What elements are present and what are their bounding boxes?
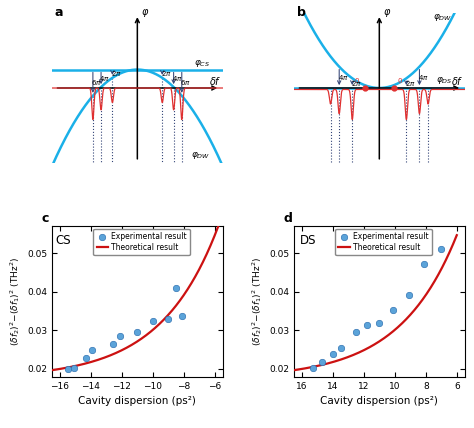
Text: $\varphi_{DW}$: $\varphi_{DW}$	[433, 12, 452, 23]
Text: 0: 0	[398, 78, 402, 84]
Y-axis label: $(\delta f_2)^2\!-\!(\delta f_1)^2\ \mathrm{(THz^2)}$: $(\delta f_2)^2\!-\!(\delta f_1)^2\ \mat…	[250, 257, 264, 346]
Theoretical result	[434, 274, 440, 279]
Theoretical result	[49, 368, 55, 373]
Experimental result	[329, 350, 337, 357]
Text: $\varphi$: $\varphi$	[141, 7, 149, 19]
Experimental result	[438, 246, 445, 253]
Text: $\delta f$: $\delta f$	[451, 74, 464, 86]
Text: b: b	[297, 6, 305, 19]
Line: Theoretical result: Theoretical result	[52, 214, 223, 370]
Text: $2\pi$: $2\pi$	[405, 79, 416, 88]
Theoretical result	[117, 349, 122, 354]
Text: d: d	[284, 212, 293, 225]
Legend: Experimental result, Theoretical result: Experimental result, Theoretical result	[93, 229, 190, 255]
Experimental result	[179, 312, 186, 319]
Experimental result	[390, 307, 397, 314]
Text: CS: CS	[55, 234, 71, 247]
Experimental result	[352, 329, 360, 336]
Experimental result	[164, 315, 172, 322]
Experimental result	[309, 365, 317, 372]
Text: $6\pi$: $6\pi$	[91, 78, 102, 87]
Experimental result	[70, 365, 78, 372]
Experimental result	[363, 321, 371, 328]
Text: $2\pi$: $2\pi$	[351, 79, 362, 88]
Legend: Experimental result, Theoretical result: Experimental result, Theoretical result	[336, 229, 432, 255]
Text: $2\pi$: $2\pi$	[161, 69, 171, 78]
Theoretical result	[352, 352, 357, 357]
Experimental result	[134, 329, 141, 336]
Experimental result	[405, 291, 412, 298]
Experimental result	[82, 355, 90, 362]
Line: Theoretical result: Theoretical result	[294, 235, 457, 370]
X-axis label: Cavity dispersion (ps²): Cavity dispersion (ps²)	[78, 396, 196, 406]
Text: $\varphi$: $\varphi$	[383, 7, 391, 19]
X-axis label: Cavity dispersion (ps²): Cavity dispersion (ps²)	[320, 396, 438, 406]
Text: $2\pi$: $2\pi$	[110, 69, 121, 78]
Experimental result	[337, 344, 345, 351]
Text: 0: 0	[355, 78, 359, 84]
Theoretical result	[220, 212, 226, 217]
Experimental result	[318, 359, 326, 366]
Text: $\varphi_{CS}$: $\varphi_{CS}$	[194, 58, 210, 69]
Y-axis label: $(\delta f_2)^2\!-\!(\delta f_1)^2\ \mathrm{(THz^2)}$: $(\delta f_2)^2\!-\!(\delta f_1)^2\ \mat…	[8, 257, 22, 346]
Theoretical result	[70, 364, 75, 369]
Text: $\delta f$: $\delta f$	[209, 74, 222, 86]
Experimental result	[172, 285, 180, 291]
Theoretical result	[454, 232, 460, 238]
Theoretical result	[337, 357, 342, 363]
Experimental result	[117, 333, 124, 339]
Text: $4\pi$: $4\pi$	[172, 74, 182, 83]
Text: $4\pi$: $4\pi$	[418, 73, 429, 82]
Theoretical result	[173, 303, 179, 308]
Theoretical result	[401, 319, 407, 324]
Theoretical result	[156, 321, 162, 327]
Text: $\varphi_{DS}$: $\varphi_{DS}$	[436, 75, 452, 86]
Text: DS: DS	[301, 234, 317, 247]
Experimental result	[149, 317, 156, 324]
Theoretical result	[336, 358, 341, 363]
Experimental result	[375, 319, 383, 326]
Experimental result	[420, 261, 428, 268]
Text: $4\pi$: $4\pi$	[338, 73, 349, 82]
Experimental result	[64, 366, 72, 372]
Theoretical result	[390, 329, 395, 334]
Text: c: c	[42, 212, 49, 225]
Text: $\varphi_{DW}$: $\varphi_{DW}$	[191, 150, 210, 161]
Theoretical result	[105, 354, 110, 359]
Experimental result	[89, 347, 96, 354]
Text: $4\pi$: $4\pi$	[100, 74, 110, 83]
Text: a: a	[55, 6, 63, 19]
Theoretical result	[172, 304, 178, 309]
Experimental result	[109, 340, 116, 347]
Theoretical result	[291, 368, 297, 373]
Text: $6\pi$: $6\pi$	[180, 78, 191, 87]
